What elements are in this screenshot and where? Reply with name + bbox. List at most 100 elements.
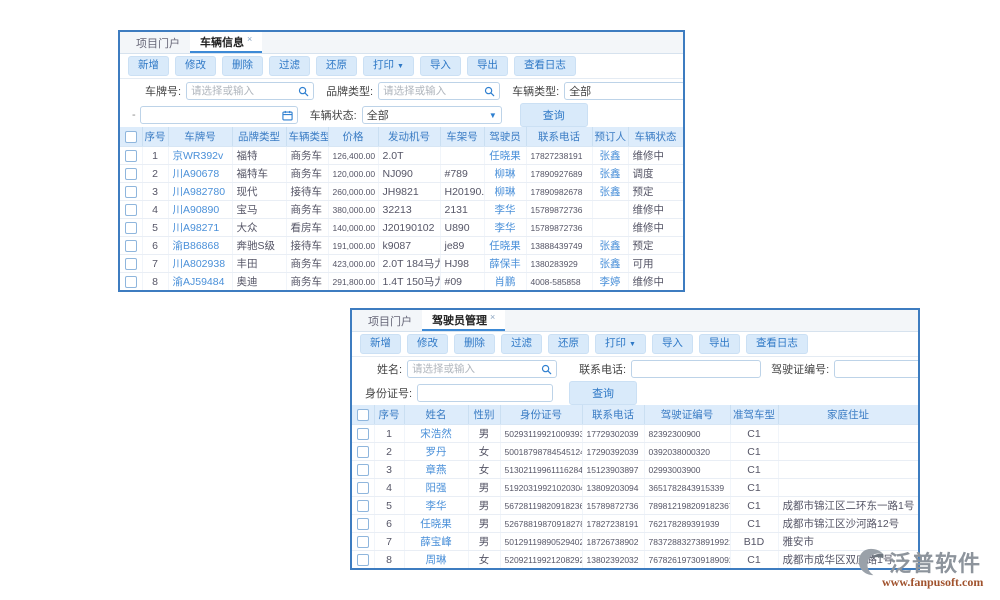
search-icon[interactable] [484, 86, 495, 97]
table-cell[interactable]: 薛保丰 [484, 254, 527, 273]
table-cell[interactable]: 川A90890 [168, 200, 233, 219]
column-header[interactable]: 品牌类型 [232, 127, 287, 147]
row-checkbox[interactable] [356, 553, 369, 566]
toolbar-button[interactable]: 导出 [466, 56, 508, 76]
row-checkbox[interactable] [124, 221, 137, 234]
column-header[interactable]: 车牌号 [168, 127, 233, 147]
table-cell[interactable]: 任晓果 [404, 514, 469, 533]
tab-project-portal[interactable]: 项目门户 [368, 315, 412, 328]
row-checkbox[interactable] [124, 149, 137, 162]
tab-driver-management[interactable]: 驾驶员管理 × [422, 310, 506, 331]
table-cell[interactable]: 张鑫 [592, 254, 629, 273]
table-cell[interactable]: 章燕 [404, 460, 469, 479]
brand-input[interactable] [383, 85, 485, 97]
table-cell[interactable]: 任晓果 [484, 146, 527, 165]
toolbar-button[interactable]: 修改 [175, 56, 216, 76]
toolbar-button[interactable]: 导入 [419, 56, 461, 76]
tab-project-portal[interactable]: 项目门户 [136, 37, 180, 50]
table-cell[interactable]: 肖鹏 [484, 272, 527, 290]
id-number-input[interactable] [422, 387, 549, 399]
toolbar-button[interactable]: 查看日志 [513, 56, 576, 76]
row-checkbox[interactable] [356, 445, 369, 458]
row-checkbox[interactable] [356, 427, 369, 440]
column-header[interactable]: 驾驶证编号 [644, 405, 731, 425]
table-cell[interactable]: 阳强 [404, 478, 469, 497]
toolbar-button[interactable]: 修改 [407, 334, 448, 354]
column-header[interactable]: 序号 [374, 405, 405, 425]
column-header[interactable]: 车辆类型 [286, 127, 329, 147]
table-cell[interactable]: 渝B86868 [168, 236, 233, 255]
row-checkbox[interactable] [356, 463, 369, 476]
search-icon[interactable] [541, 364, 552, 375]
column-header[interactable]: 准驾车型 [730, 405, 779, 425]
table-cell[interactable]: 周琳 [404, 550, 469, 568]
row-checkbox[interactable] [124, 239, 137, 252]
row-checkbox[interactable] [124, 275, 137, 288]
license-input[interactable] [839, 363, 918, 375]
column-header[interactable]: 姓名 [404, 405, 469, 425]
row-checkbox[interactable] [356, 481, 369, 494]
close-tab-icon[interactable]: × [247, 34, 253, 44]
plate-input[interactable] [191, 85, 299, 97]
row-checkbox[interactable] [356, 517, 369, 530]
column-header[interactable]: 预订人 [592, 127, 629, 147]
vehicle-type-select[interactable]: 全部 [564, 82, 683, 100]
toolbar-button[interactable]: 导出 [698, 334, 740, 354]
column-header[interactable]: 价格 [328, 127, 379, 147]
table-cell[interactable]: 渝AJ59484 [168, 272, 233, 290]
driver-name-input[interactable] [412, 363, 542, 375]
column-header[interactable]: 车辆状态 [628, 127, 683, 147]
table-cell[interactable]: 川A90678 [168, 164, 233, 183]
column-header[interactable]: 身份证号 [500, 405, 583, 425]
row-checkbox[interactable] [356, 535, 369, 548]
toolbar-button[interactable]: 打印 ▼ [363, 56, 414, 76]
column-header[interactable]: 性别 [468, 405, 501, 425]
table-cell[interactable]: 罗丹 [404, 442, 469, 461]
search-icon[interactable] [298, 86, 309, 97]
toolbar-button[interactable]: 新增 [128, 56, 169, 76]
column-header[interactable]: 家庭住址 [778, 405, 918, 425]
toolbar-button[interactable]: 还原 [548, 334, 589, 354]
table-cell[interactable]: 李华 [484, 200, 527, 219]
table-cell[interactable]: 京WR392v [168, 146, 233, 165]
toolbar-button[interactable]: 删除 [222, 56, 263, 76]
column-header[interactable]: 车架号 [440, 127, 485, 147]
row-checkbox[interactable] [124, 203, 137, 216]
close-tab-icon[interactable]: × [490, 312, 496, 322]
toolbar-button[interactable]: 导入 [651, 334, 693, 354]
table-cell[interactable]: 张鑫 [592, 164, 629, 183]
table-cell[interactable]: 任晓果 [484, 236, 527, 255]
row-checkbox[interactable] [124, 185, 137, 198]
table-cell[interactable]: 柳琳 [484, 182, 527, 201]
toolbar-button[interactable]: 查看日志 [745, 334, 808, 354]
row-checkbox[interactable] [124, 167, 137, 180]
column-header[interactable]: 联系电话 [582, 405, 645, 425]
table-cell[interactable]: 柳琳 [484, 164, 527, 183]
table-cell[interactable]: 李华 [404, 496, 469, 515]
table-cell[interactable]: 川A982780 [168, 182, 233, 201]
table-cell[interactable]: 张鑫 [592, 182, 629, 201]
query-button[interactable]: 查询 [519, 103, 588, 127]
toolbar-button[interactable]: 过滤 [269, 56, 310, 76]
date-range-input[interactable] [144, 109, 282, 121]
tab-vehicle-info[interactable]: 车辆信息 × [190, 32, 263, 53]
table-cell[interactable]: 张鑫 [592, 146, 629, 165]
table-cell[interactable]: 李婷 [592, 272, 629, 290]
table-cell[interactable]: 张鑫 [592, 236, 629, 255]
column-header[interactable]: 联系电话 [526, 127, 593, 147]
table-cell[interactable]: 宋浩然 [404, 424, 469, 443]
table-cell[interactable]: 薛宝峰 [404, 532, 469, 551]
column-header[interactable]: 发动机号 [378, 127, 441, 147]
calendar-icon[interactable] [282, 110, 293, 121]
select-all-checkbox[interactable] [356, 408, 369, 421]
query-button[interactable]: 查询 [569, 381, 638, 405]
select-all-checkbox[interactable] [124, 130, 137, 143]
toolbar-button[interactable]: 过滤 [501, 334, 542, 354]
table-cell[interactable]: 川A98271 [168, 218, 233, 237]
column-header[interactable]: 驾驶员 [484, 127, 527, 147]
vehicle-status-select[interactable]: 全部 ▼ [361, 106, 502, 124]
row-checkbox[interactable] [124, 257, 137, 270]
row-checkbox[interactable] [356, 499, 369, 512]
phone-input[interactable] [636, 363, 757, 375]
table-cell[interactable]: 川A802938 [168, 254, 233, 273]
